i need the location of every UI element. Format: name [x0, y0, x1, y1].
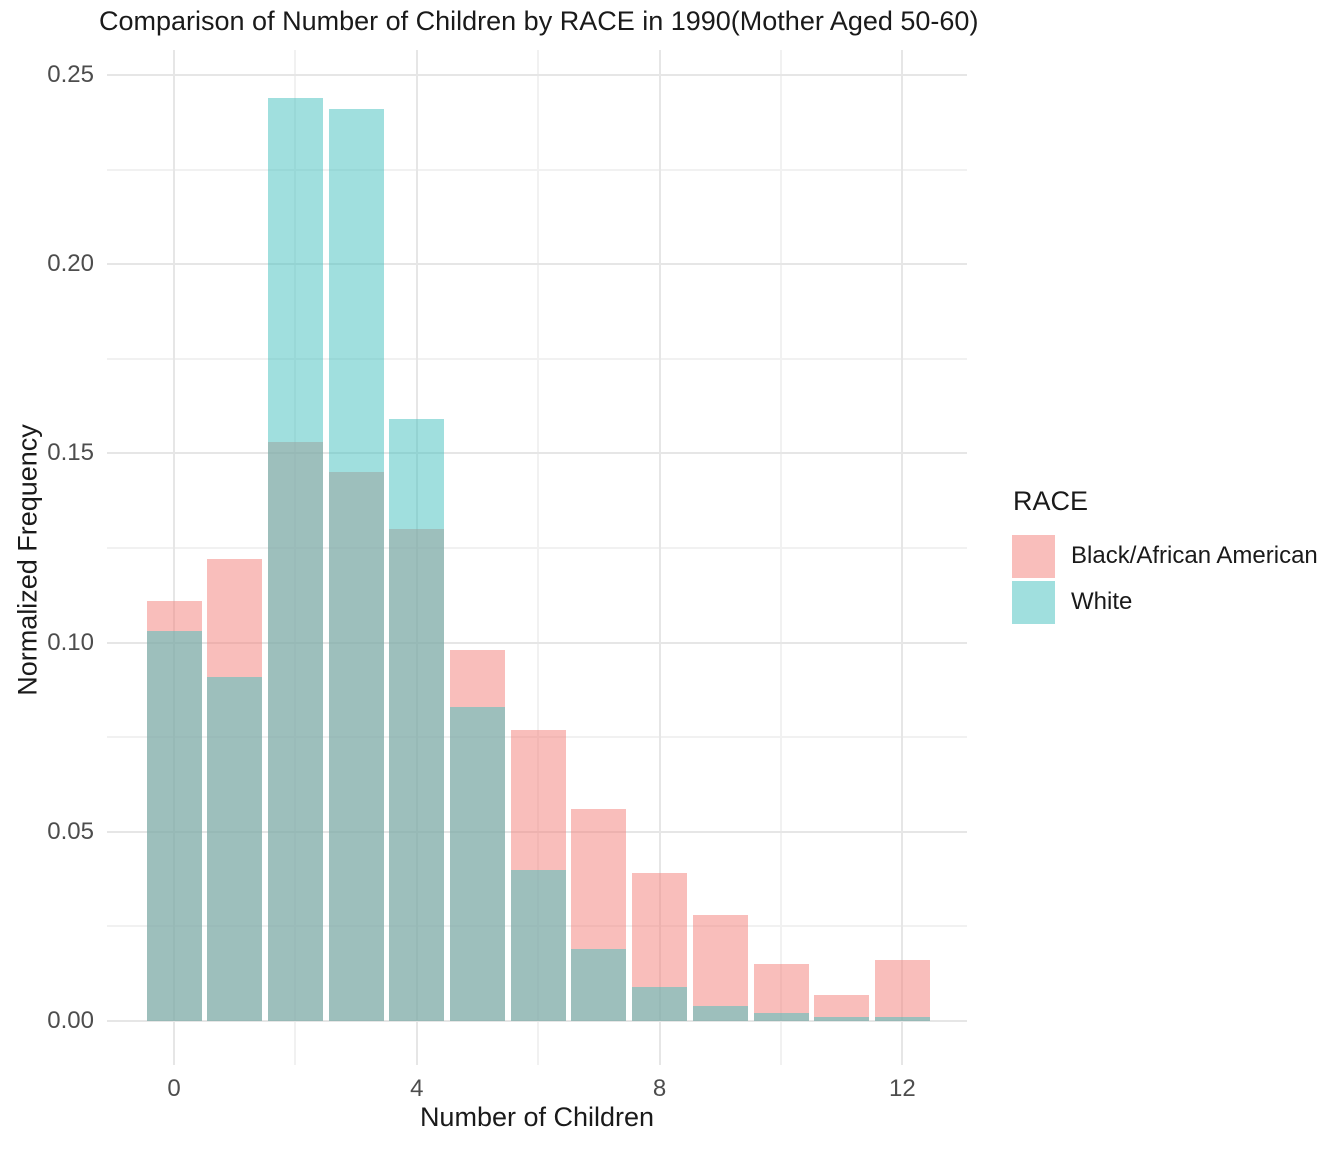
- bar-white-7: [571, 949, 627, 1021]
- bar-white-2: [267, 97, 323, 1021]
- bar-white-3: [328, 109, 384, 1021]
- x-tick-label: 12: [889, 1075, 916, 1102]
- grid-major-y: [107, 641, 967, 644]
- legend-label-white: White: [1071, 588, 1133, 615]
- legend: RACE Black/African American White: [1012, 486, 1318, 625]
- plot-title: Comparison of Number of Children by RACE…: [99, 6, 979, 36]
- grid-major-x: [901, 50, 904, 1065]
- grid-minor-y: [107, 547, 967, 549]
- bar-black-african-american-10: [753, 964, 809, 1021]
- legend-label-black: Black/African American: [1071, 542, 1318, 569]
- y-tick-label: 0.25: [47, 61, 94, 88]
- bar-white-6: [510, 869, 566, 1021]
- grid-major-y: [107, 452, 967, 455]
- legend-item-white: White: [1012, 579, 1318, 625]
- y-tick-label: 0.05: [47, 817, 94, 845]
- grid-minor-x: [780, 50, 782, 1065]
- bar-white-8: [632, 986, 688, 1021]
- grid-major-x: [173, 50, 175, 1065]
- bar-white-10: [753, 1013, 809, 1021]
- bar-white-9: [692, 1005, 748, 1021]
- grid-minor-y: [107, 357, 967, 360]
- grid-minor-x: [537, 50, 540, 1065]
- bar-white-0: [146, 631, 202, 1021]
- bar-white-4: [389, 419, 445, 1021]
- y-tick-label: 0.10: [47, 628, 94, 656]
- legend-swatch-black: [1012, 534, 1055, 578]
- x-tick-label: 8: [652, 1075, 667, 1102]
- bar-black-african-american-9: [692, 915, 748, 1021]
- legend-item-black: Black/African American: [1012, 533, 1318, 579]
- y-tick-label: 0.20: [47, 250, 94, 278]
- y-tick-label: 0.15: [47, 439, 94, 467]
- x-tick-label: 4: [410, 1075, 424, 1102]
- x-axis-title: Number of Children: [419, 1102, 655, 1132]
- bar-white-5: [450, 706, 505, 1021]
- legend-swatch-white: [1012, 580, 1055, 624]
- y-tick-label: 0.00: [47, 1007, 94, 1034]
- bar-black-african-american-12: [874, 960, 930, 1021]
- grid-major-y: [107, 74, 967, 76]
- x-tick-label: 0: [167, 1075, 181, 1102]
- grid-minor-y: [107, 168, 967, 171]
- plot-panel: [107, 50, 967, 1065]
- bar-white-11: [814, 1017, 870, 1021]
- grid-major-y: [107, 263, 967, 266]
- grid-major-x: [658, 50, 661, 1065]
- legend-title: RACE: [1013, 486, 1089, 516]
- bar-white-12: [874, 1017, 930, 1021]
- grid-major-y: [107, 1020, 967, 1022]
- bar-black-african-american-11: [814, 994, 870, 1021]
- bar-white-1: [207, 676, 263, 1021]
